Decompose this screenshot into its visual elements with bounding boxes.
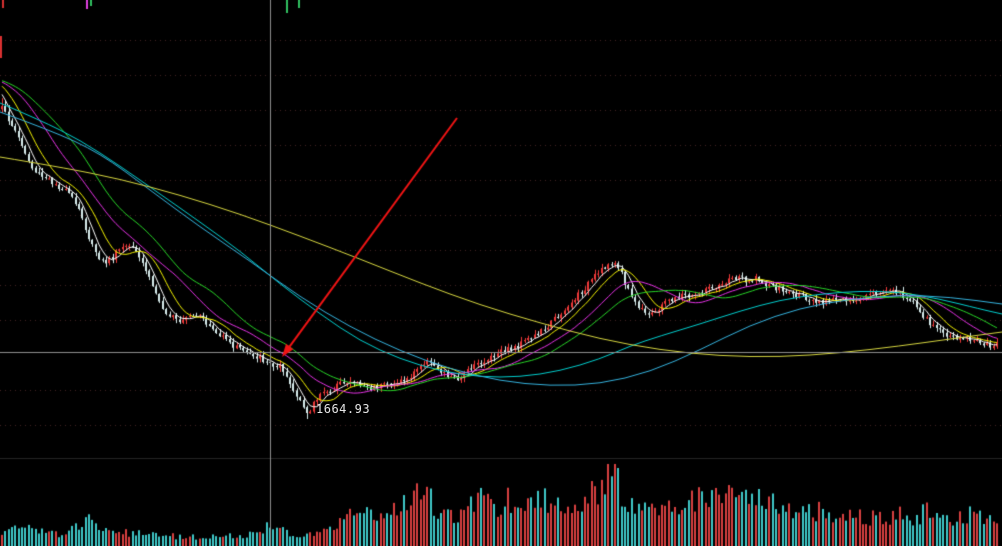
volume-pane[interactable] bbox=[0, 462, 1002, 546]
main-chart-pane[interactable] bbox=[0, 0, 1002, 455]
price-annotation: 1664.93 bbox=[316, 402, 371, 416]
